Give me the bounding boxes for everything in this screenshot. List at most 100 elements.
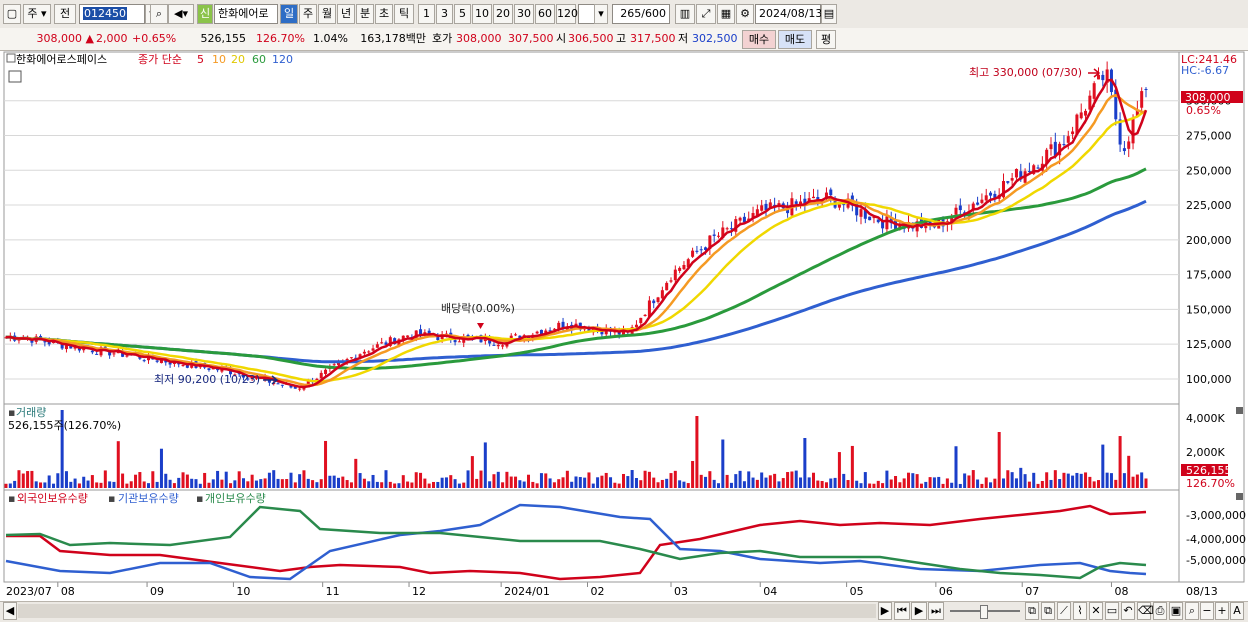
window-icon[interactable]: ▢ <box>3 4 21 24</box>
period-month[interactable]: 월 <box>318 4 336 24</box>
scroll-left-button[interactable]: ◀ <box>3 602 17 620</box>
minute-5[interactable]: 5 <box>454 4 471 24</box>
period-tick[interactable]: 틱 <box>394 4 414 24</box>
copy-icon[interactable]: ⧉ <box>1025 602 1039 620</box>
compare-icon[interactable]: ⧉ <box>1041 602 1055 620</box>
zoom-out-button[interactable]: − <box>1200 602 1214 620</box>
candle-body <box>1092 83 1096 99</box>
trend-icon[interactable]: ⟋ <box>1057 602 1071 620</box>
eval-button[interactable]: 평 <box>816 30 836 49</box>
layout-icon[interactable]: ▭ <box>1105 602 1119 620</box>
bottom-bar: ◀ ▶ ⏮ ▶ ⏭ ⧉ ⧉ ⟋ ⌇ ✕ ▭ ↶ ⌫ ⎙ ▣ ⌕ − + A <box>0 601 1248 622</box>
fib-icon[interactable]: ⌇ <box>1073 602 1087 620</box>
volume-bar <box>237 471 241 488</box>
market-select[interactable]: 주 ▾ <box>23 4 51 24</box>
candle-icon[interactable]: ▥ <box>675 4 695 24</box>
grid-icon[interactable]: ▦ <box>717 4 735 24</box>
table-icon[interactable] <box>8 70 22 83</box>
volume-bar <box>1127 455 1131 488</box>
buy-button[interactable]: 매수 <box>742 30 776 49</box>
holder-close-icon[interactable] <box>1236 493 1243 500</box>
minute-30[interactable]: 30 <box>514 4 534 24</box>
candle-body <box>1006 181 1010 183</box>
candle-body <box>768 202 772 208</box>
candle-body <box>686 259 690 268</box>
period-second[interactable]: 초 <box>375 4 393 24</box>
volume-bar <box>980 483 984 488</box>
volume-close-icon[interactable] <box>1236 407 1243 414</box>
cross-icon[interactable]: ✕ <box>1089 602 1103 620</box>
period-minute[interactable]: 분 <box>356 4 374 24</box>
speaker-icon[interactable]: ◀▾ <box>168 4 194 24</box>
volume-bar <box>695 416 699 488</box>
undo-icon[interactable]: ↶ <box>1121 602 1135 620</box>
candle-body <box>1122 148 1126 152</box>
candle-body <box>829 189 833 196</box>
last-page-icon[interactable]: ⏭ <box>928 602 944 620</box>
change-value: 2,000 <box>96 32 128 45</box>
zoom-slider-handle[interactable] <box>980 605 988 619</box>
volume-bar <box>850 445 854 488</box>
scroll-right-button[interactable]: ▶ <box>878 602 892 620</box>
save-icon[interactable]: ▣ <box>1169 602 1183 620</box>
candle-body <box>755 209 759 216</box>
code-input[interactable]: 012450 <box>79 4 145 24</box>
candle-body <box>971 203 975 211</box>
minute-3[interactable]: 3 <box>436 4 453 24</box>
ma120-legend: 120 <box>272 53 293 66</box>
current-pct-text: 0.65% <box>1186 104 1221 117</box>
volume-bar <box>315 482 319 488</box>
volume-bar <box>492 474 496 488</box>
candle-body <box>453 340 457 343</box>
volume-bar <box>600 475 604 488</box>
eraser-icon[interactable]: ⌫ <box>1137 602 1154 620</box>
volume-bar <box>958 483 962 488</box>
date-input[interactable]: 2024/08/13 <box>755 4 822 24</box>
holder-axis-5m: -5,000,000 <box>1186 554 1246 567</box>
period-day[interactable]: 일 <box>280 4 298 24</box>
minute-10[interactable]: 10 <box>472 4 492 24</box>
minute-20[interactable]: 20 <box>493 4 513 24</box>
minute-60[interactable]: 60 <box>535 4 555 24</box>
print-icon[interactable]: ⎙ <box>1153 602 1167 620</box>
panel-menu-icon[interactable] <box>6 53 16 63</box>
sell-button[interactable]: 매도 <box>778 30 812 49</box>
candle-body <box>552 328 556 330</box>
volume-bar <box>4 483 8 488</box>
gear-icon[interactable]: ⚙ <box>736 4 754 24</box>
zoom-in-button[interactable]: + <box>1215 602 1229 620</box>
candle-body <box>185 365 189 368</box>
zoom-search-icon[interactable]: ⌕ <box>1185 602 1199 620</box>
candle-body <box>90 350 94 353</box>
volume-bar <box>345 480 349 488</box>
calendar-icon[interactable]: ▤ <box>821 4 837 24</box>
prev-button[interactable]: 전 <box>54 4 76 24</box>
play-icon[interactable]: ▶ <box>911 602 927 620</box>
individual-holdings-line <box>5 505 1147 580</box>
volume-bar <box>682 481 686 488</box>
volume-bar <box>993 478 997 488</box>
candle-body <box>336 362 341 366</box>
scrollbar-track[interactable] <box>18 604 876 618</box>
volume-bar <box>393 483 397 488</box>
minute-120[interactable]: 120 <box>556 4 578 24</box>
volume-bar <box>496 471 500 488</box>
stock-chart[interactable]: 한화에어로스페이스 종가 단순 5 10 20 60 120 최고 330,00… <box>0 51 1248 601</box>
volume-bar <box>431 481 436 488</box>
minute-1[interactable]: 1 <box>418 4 435 24</box>
count-input[interactable]: 265/600 <box>612 4 670 24</box>
candle-body <box>786 208 790 214</box>
volume-bar <box>561 477 565 488</box>
period-year[interactable]: 년 <box>337 4 355 24</box>
volume-bar <box>427 483 431 488</box>
period-week[interactable]: 주 <box>299 4 317 24</box>
chart-area[interactable]: 한화에어로스페이스 종가 단순 5 10 20 60 120 최고 330,00… <box>0 51 1248 601</box>
candle-body <box>501 345 505 347</box>
volume-bar <box>8 483 12 488</box>
first-page-icon[interactable]: ⏮ <box>894 602 910 620</box>
draw-icon[interactable]: ⤢ <box>696 4 716 24</box>
search-icon[interactable]: ⌕ <box>150 4 168 24</box>
minute-dropdown-icon[interactable]: ▾ <box>594 4 608 24</box>
volume-bar <box>1140 472 1144 488</box>
font-size-button[interactable]: A <box>1230 602 1244 620</box>
